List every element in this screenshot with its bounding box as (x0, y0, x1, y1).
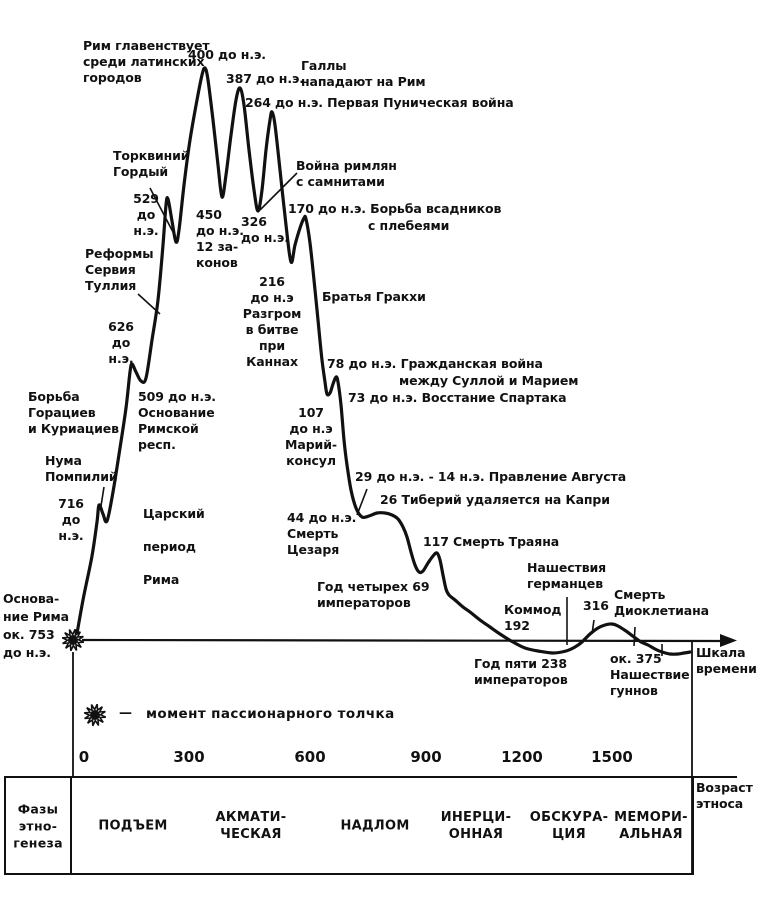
time-axis-label: Шкала времени (696, 645, 757, 676)
annotation-509-bc-republic: 509 до н.э. Основание Римской респ. (138, 389, 216, 452)
pointer-line-reformy (137, 293, 161, 315)
tick-600: 600 (294, 748, 326, 766)
annotation-375-huns-invasion: ок. 375 Нашествие гуннов (610, 651, 690, 698)
tick-0: 0 (78, 748, 90, 766)
annotation-tarquinius: Торквиний Гордый (113, 148, 190, 179)
annotation-78-bc-civil-war: 78 до н.э. Гражданская война (327, 356, 543, 371)
phase-nadlom: НАДЛОМ (340, 818, 410, 834)
annotation-326-bc: 326 до н.э. (241, 214, 289, 245)
tick-1200: 1200 (501, 748, 543, 766)
annotation-germanic-invasions: Нашествия германцев (527, 560, 607, 591)
annotation-year-of-four-emperors: Год четырех 69 императоров (317, 579, 430, 610)
age-axis-label: Возраст этноса (696, 780, 753, 811)
annotation-107-bc-marius-consul: 107 до н.э Марий- консул (285, 405, 337, 468)
passionarity-curve (73, 66, 692, 656)
annotation-gracchi-brothers: Братья Гракхи (322, 289, 426, 304)
annotation-servius-reforms: Реформы Сервия Туллия (85, 246, 154, 293)
annotation-augustus-reign: 29 до н.э. - 14 н.э. Правление Августа (355, 469, 627, 484)
annotation-diocletian-death: Смерть Диоклетиана (614, 587, 710, 618)
tick-900: 900 (410, 748, 442, 766)
passionary-push-icon-origin (61, 628, 85, 652)
passionary-push-icon-legend (83, 703, 107, 727)
tick-1500: 1500 (591, 748, 633, 766)
tick-300: 300 (173, 748, 205, 766)
phase-obskuratsiya: ОБСКУРА- ЦИЯ (529, 810, 609, 842)
pointer-line-29bc (356, 488, 368, 516)
annotation-400-bc: 400 до н.э. (188, 47, 266, 62)
annotation-117-trajan-death: 117 Смерть Траяна (423, 534, 560, 549)
annotation-tiberius-capri: 26 Тиберий удаляется на Капри (380, 492, 610, 507)
annotation-rome-dominates: Рим главенствует среди латинских городов (83, 38, 210, 85)
pointer-lines (100, 172, 663, 656)
pointer-line-numa (100, 486, 105, 507)
phase-memorialnaya: МЕМОРИ- АЛЬНАЯ (614, 810, 688, 842)
time-axis-line (81, 638, 723, 643)
legend-dash: — (119, 706, 132, 721)
annotation-rome-founding-753: Основа- ние Рима ок. 753 до н.э. (3, 591, 69, 660)
pointer-line-316 (591, 619, 595, 635)
phase-akmaticheskaya: АКМАТИ- ЧЕСКАЯ (215, 810, 287, 842)
annotation-year-of-five-emperors: Год пяти 238 императоров (474, 656, 568, 687)
annotation-170-bc-equites: 170 до н.э. Борьба всадников (288, 201, 502, 216)
annotation-387-bc: 387 до н.э. (226, 71, 304, 86)
phase-podyom: ПОДЪЕМ (98, 818, 168, 834)
annotation-sulla-marius: между Суллой и Марием (399, 373, 579, 388)
phases-header: Фазы этно- генеза (13, 801, 63, 851)
legend-label: момент пассионарного толчка (146, 706, 395, 722)
annotation-44-bc-caesar-death: 44 до н.э. Смерть Цезаря (287, 510, 357, 557)
annotation-commodus-192: Коммод 192 (504, 602, 562, 633)
annotation-plebeians: с плебеями (368, 218, 450, 233)
annotation-73-bc-spartacus: 73 до н.э. Восстание Спартака (348, 390, 567, 405)
pointer-line-diokletian (633, 626, 636, 647)
annotation-numa-pompilius: Нума Помпилий (45, 453, 118, 484)
time-axis-arrowhead (720, 634, 737, 647)
annotation-316: 316 (583, 598, 609, 613)
annotation-529-bc: 529 до н.э. (133, 191, 159, 238)
annotation-450-bc-twelve-tables: 450 до н.э. 12 за- конов (196, 207, 244, 270)
annotation-tsarist-period: Царский период Рима (143, 506, 205, 587)
phase-inertsionnaya: ИНЕРЦИ- ОННАЯ (440, 810, 512, 842)
annotation-626-bc: 626 до н.э. (108, 319, 134, 366)
phases-table-border (4, 776, 694, 875)
annotation-716-bc: 716 до н.э. (58, 496, 84, 543)
annotation-gauls-attack: Галлы нападают на Рим (301, 58, 426, 89)
pointer-line-samnity (259, 172, 298, 211)
annotation-samnite-wars: Война римлян с самнитами (296, 158, 397, 189)
annotation-horatii-curiatii: Борьба Горациев и Куриациев (28, 389, 119, 436)
pointer-line-torkviniy (149, 187, 175, 235)
annotation-216-bc-cannae: 216 до н.э Разгром в битве при Каннах (242, 274, 302, 369)
annotation-264-bc-punic-war: 264 до н.э. Первая Пуническая война (245, 95, 514, 110)
